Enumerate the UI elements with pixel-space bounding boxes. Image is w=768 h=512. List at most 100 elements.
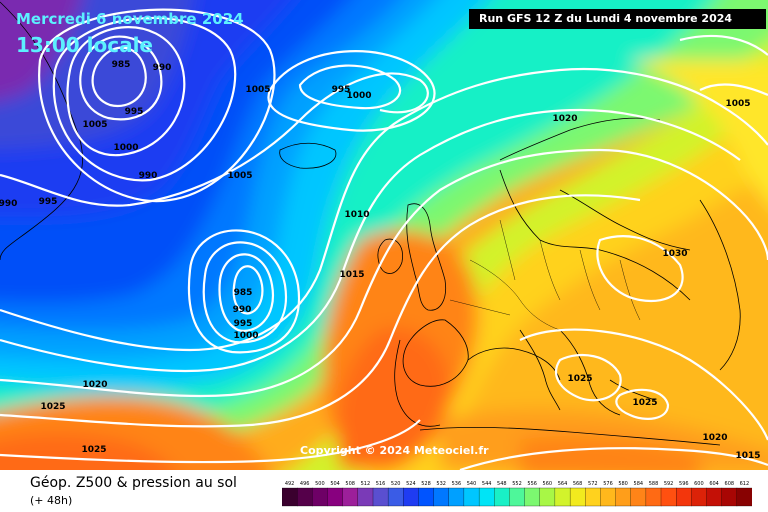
isobar-label: 1015 [339, 270, 364, 280]
isobar-label: 995 [125, 107, 144, 117]
scale-label: 528 [421, 481, 431, 487]
isobars [0, 8, 768, 470]
scale-swatch [418, 487, 435, 507]
scale-label: 512 [361, 481, 371, 487]
scale-label: 560 [543, 481, 553, 487]
isobar-label: 995 [39, 197, 58, 207]
scale-label: 572 [588, 481, 598, 487]
scale-swatch [706, 487, 723, 507]
isobar-label: 1020 [702, 433, 727, 443]
isobar-label: 1030 [662, 249, 687, 259]
scale-label: 608 [725, 481, 735, 487]
scale-swatch [554, 487, 571, 507]
scale-swatch [342, 487, 359, 507]
scale-swatch [403, 487, 419, 507]
scale-label: 508 [345, 481, 355, 487]
isobar-label: 1005 [82, 120, 107, 130]
scale-swatch [539, 487, 556, 507]
run-info-banner: Run GFS 12 Z du Lundi 4 novembre 2024 [469, 9, 766, 29]
scale-label: 568 [573, 481, 583, 487]
scale-swatch [660, 487, 677, 507]
scale-label: 548 [497, 481, 507, 487]
isobar-label: 1000 [346, 91, 371, 101]
scale-label: 564 [558, 481, 568, 487]
scale-swatch [433, 487, 450, 507]
scale-swatch [312, 487, 328, 507]
isobar-label: 1000 [233, 331, 258, 341]
scale-swatch [387, 487, 404, 507]
scale-label: 600 [694, 481, 704, 487]
isobar-label: 1005 [245, 85, 270, 95]
copyright-text: Copyright © 2024 Meteociel.fr [300, 444, 489, 457]
scale-swatch [645, 487, 662, 507]
isobar-label: 1025 [81, 445, 106, 455]
map-title: Géop. Z500 & pression au sol [30, 475, 237, 491]
scale-swatch [630, 487, 647, 507]
scale-label: 524 [406, 481, 416, 487]
scale-label: 584 [634, 481, 644, 487]
scale-swatch [585, 487, 601, 507]
scale-swatch [736, 487, 752, 507]
scale-label: 536 [452, 481, 462, 487]
isobar-label: 985 [112, 60, 131, 70]
scale-swatch [721, 487, 738, 507]
scale-label: 588 [649, 481, 659, 487]
isobar-label: 990 [153, 63, 172, 73]
isobar-label: 990 [139, 171, 158, 181]
isobar-label: 985 [234, 288, 253, 298]
isobar-label: 995 [332, 85, 351, 95]
forecast-time: 13:00 locale [16, 33, 153, 57]
scale-label: 552 [512, 481, 522, 487]
scale-label: 592 [664, 481, 674, 487]
isobar-label: 1000 [113, 143, 138, 153]
scale-swatch [494, 487, 510, 507]
scale-label: 596 [679, 481, 689, 487]
scale-label: 500 [315, 481, 325, 487]
scale-label: 556 [527, 481, 537, 487]
isobar-label: 1025 [40, 402, 65, 412]
color-scale-legend: 492 496 500 504 508 512 516 520 524 528 532 536 540 5… [282, 481, 752, 507]
scale-swatch [297, 487, 313, 507]
scale-swatch [524, 487, 541, 507]
scale-swatch [282, 487, 298, 507]
scale-label: 544 [482, 481, 492, 487]
scale-label: 516 [376, 481, 386, 487]
scale-swatch [569, 487, 586, 507]
map-footer: Géop. Z500 & pression au sol (+ 48h) 492… [0, 470, 768, 512]
scale-label: 532 [436, 481, 446, 487]
scale-label: 612 [740, 481, 750, 487]
forecast-date: Mercredi 6 novembre 2024 [16, 10, 244, 28]
isobar-label: 990 [0, 199, 17, 209]
isobar-label: 1020 [552, 114, 577, 124]
scale-swatch [463, 487, 480, 507]
scale-label: 604 [709, 481, 719, 487]
scale-swatch [448, 487, 465, 507]
isobar-label: 1010 [344, 210, 369, 220]
scale-swatch [327, 487, 344, 507]
scale-label: 576 [603, 481, 613, 487]
isobar-label: 995 [234, 319, 253, 329]
isobar-label: 990 [233, 305, 252, 315]
isobar-label: 1015 [735, 451, 760, 461]
isobar-label: 1025 [567, 374, 592, 384]
scale-swatch [615, 487, 632, 507]
coastlines [0, 1, 741, 446]
scale-label: 496 [300, 481, 310, 487]
scale-label: 504 [330, 481, 340, 487]
isobar-label: 1025 [632, 398, 657, 408]
isobar-label: 1020 [82, 380, 107, 390]
scale-swatch [372, 487, 389, 507]
forecast-lead: (+ 48h) [30, 494, 73, 507]
scale-swatch [509, 487, 526, 507]
scale-label: 492 [285, 481, 295, 487]
isobar-label: 1005 [725, 99, 750, 109]
scale-swatch [478, 487, 495, 507]
scale-swatch [676, 487, 692, 507]
scale-label: 580 [618, 481, 628, 487]
scale-swatch [691, 487, 708, 507]
scale-swatch [357, 487, 374, 507]
scale-label: 540 [467, 481, 477, 487]
